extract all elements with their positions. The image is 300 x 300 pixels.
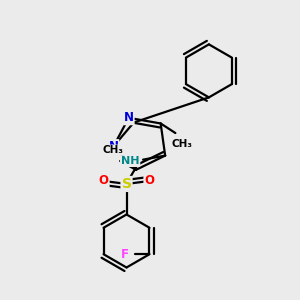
- Text: O: O: [144, 175, 154, 188]
- Text: NH: NH: [121, 156, 140, 166]
- Text: S: S: [122, 177, 131, 191]
- Text: F: F: [121, 248, 129, 261]
- Text: N: N: [124, 111, 134, 124]
- Text: O: O: [99, 175, 109, 188]
- Text: CH₃: CH₃: [172, 139, 193, 149]
- Text: CH₃: CH₃: [102, 145, 123, 155]
- Text: N: N: [109, 140, 118, 153]
